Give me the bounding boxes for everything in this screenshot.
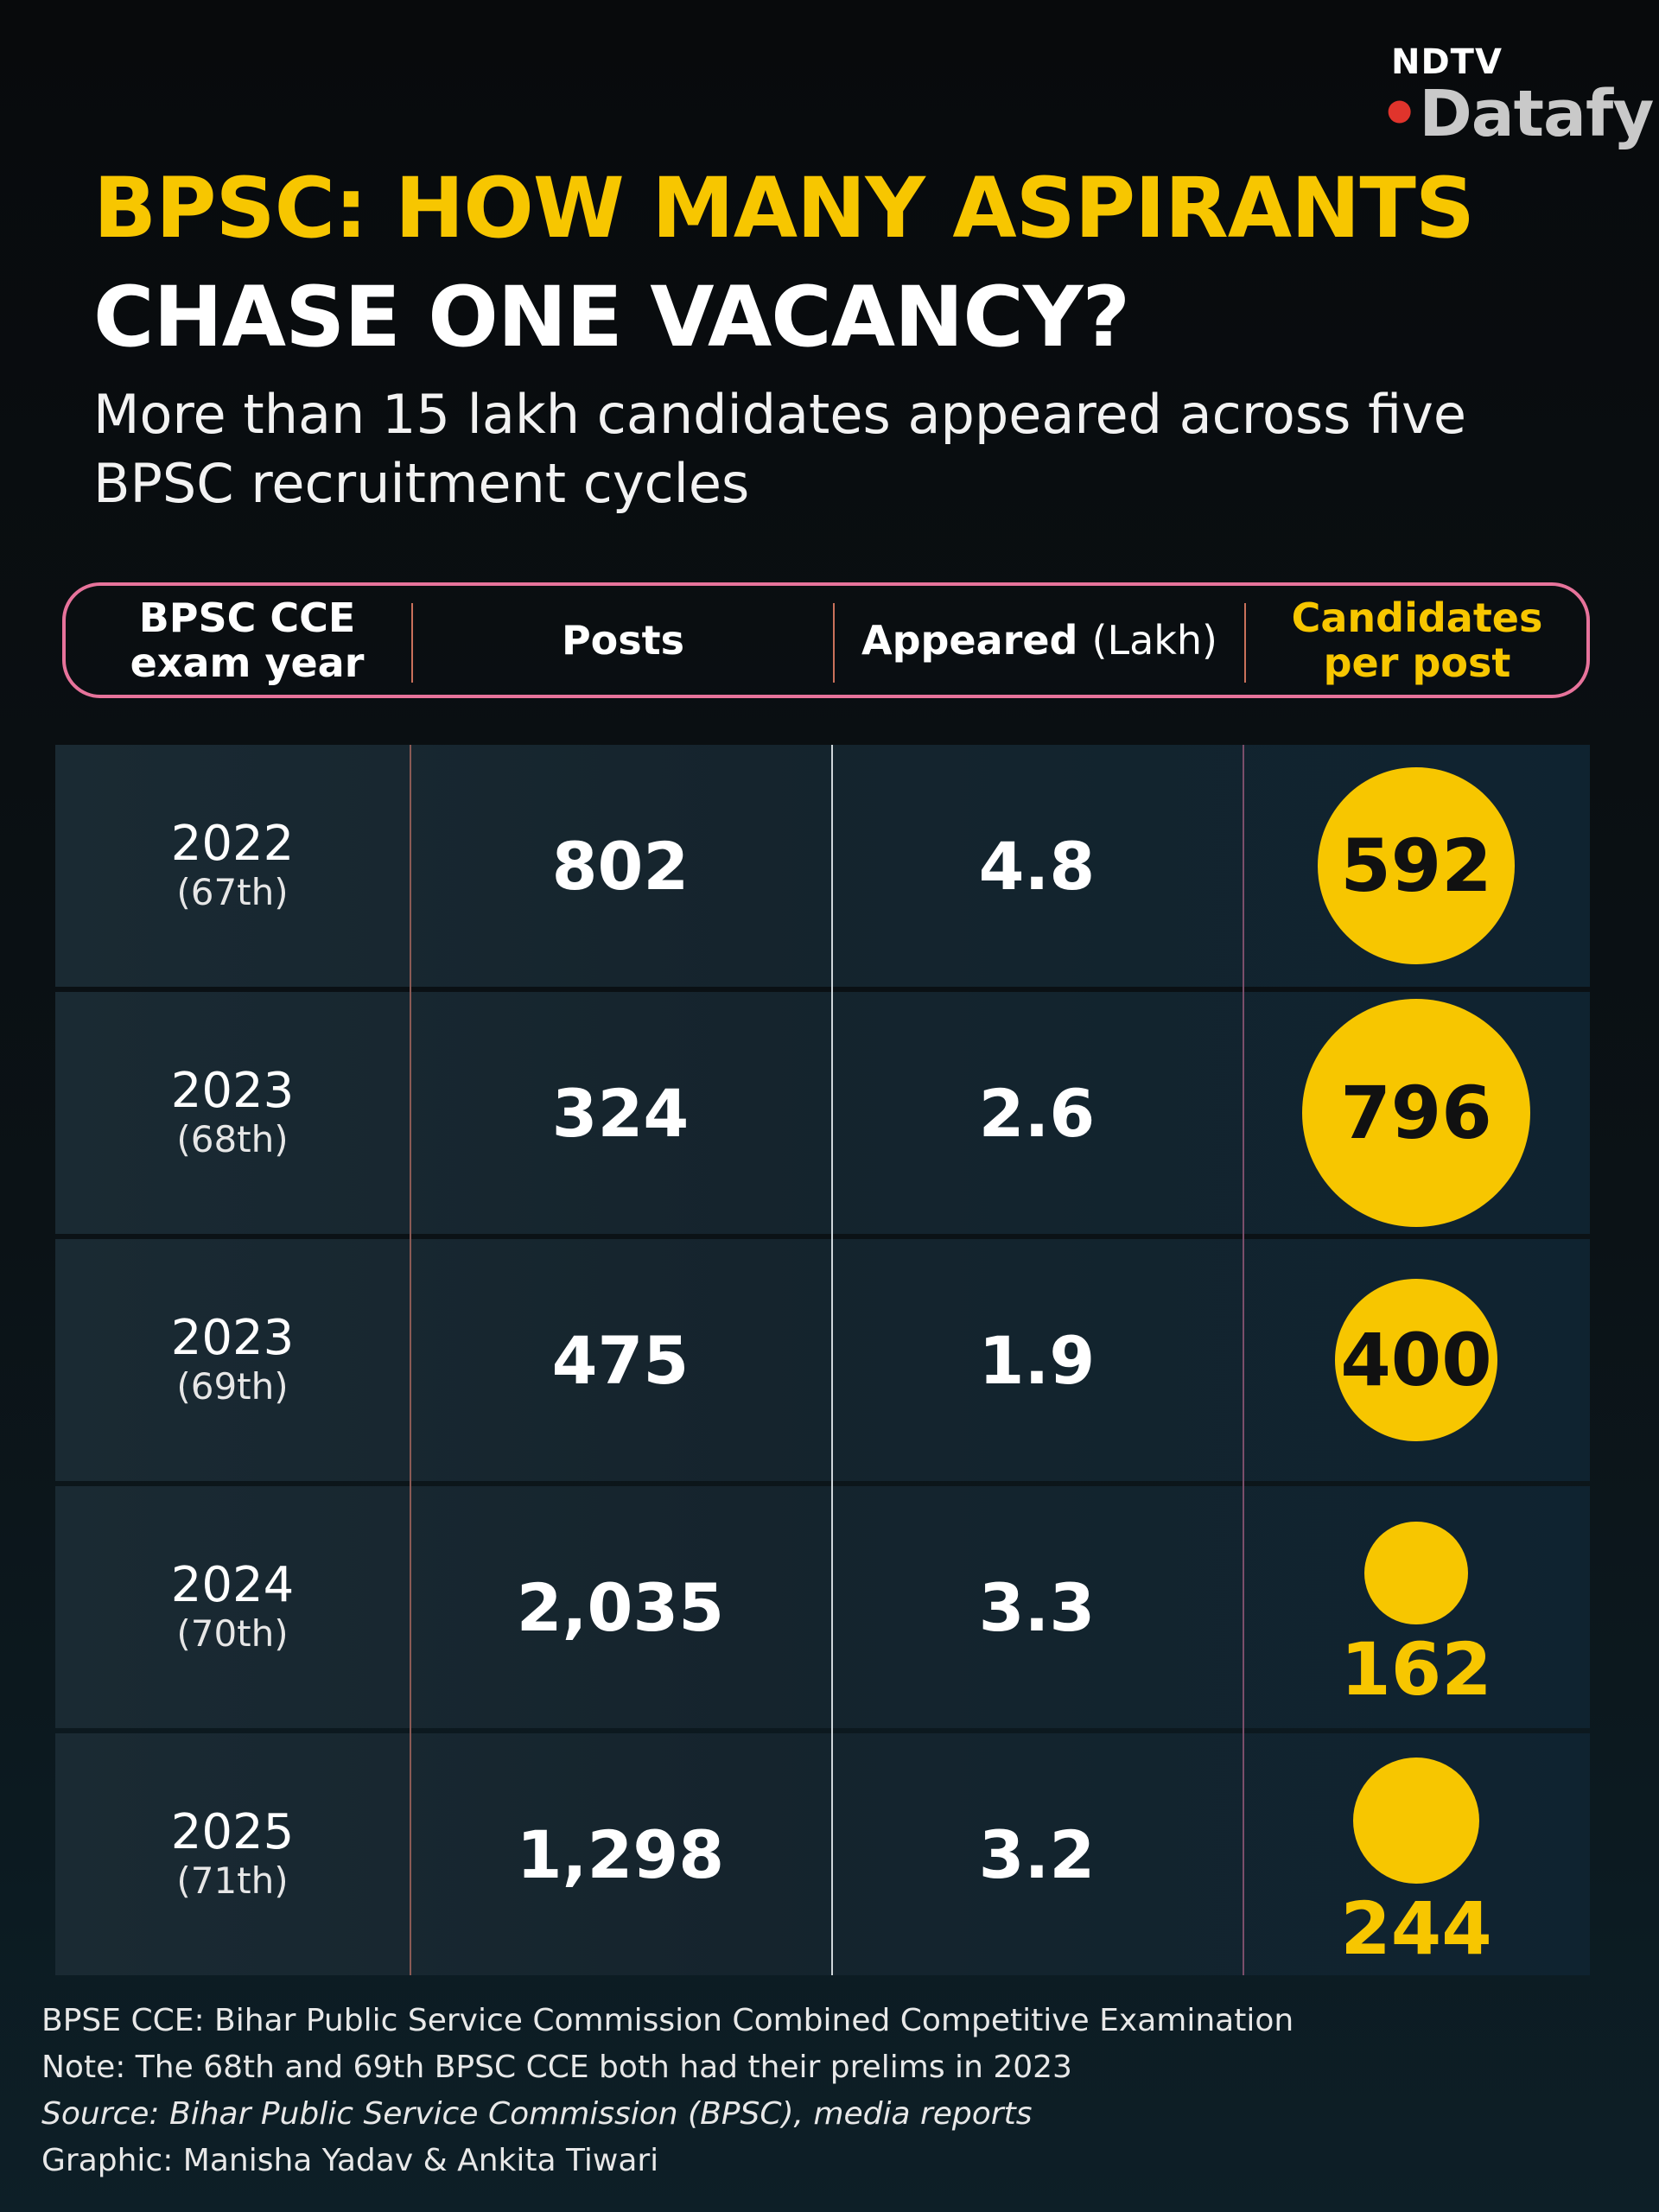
per-post-cell: 244: [1243, 1733, 1590, 1975]
posts-value: 324: [551, 1074, 690, 1152]
posts-value: 475: [551, 1321, 690, 1399]
posts-value: 802: [551, 827, 690, 905]
header-separator: [411, 603, 413, 683]
exam-edition: (68th): [176, 1118, 289, 1160]
table-header: BPSC CCE exam year Posts Appeared (Lakh)…: [62, 582, 1590, 698]
per-post-cell: 162: [1243, 1486, 1590, 1728]
per-post-bubble: [1318, 767, 1515, 964]
header-year: BPSC CCE exam year: [130, 594, 365, 686]
appeared-value: 3.2: [978, 1815, 1096, 1893]
year-cell: 2023 (69th): [55, 1239, 410, 1481]
per-post-value: 244: [1340, 1885, 1492, 1971]
exam-year: 2023: [170, 1063, 295, 1119]
logo-datafy: Datafy: [1419, 77, 1654, 151]
title-line1: BPSC: HOW MANY ASPIRANTS: [93, 160, 1475, 257]
exam-edition: (67th): [176, 871, 289, 913]
logo-line1: NDTV: [1391, 42, 1503, 82]
footer-definition: BPSE CCE: Bihar Public Service Commissio…: [41, 2003, 1294, 2038]
exam-edition: (69th): [176, 1365, 289, 1408]
per-post-bubble: [1352, 1757, 1480, 1884]
per-post-cell: 400: [1243, 1239, 1590, 1481]
per-post-cell: 592: [1243, 745, 1590, 987]
header-posts: Posts: [561, 617, 685, 664]
year-cell: 2024 (70th): [55, 1486, 410, 1728]
header-separator: [833, 603, 835, 683]
exam-year: 2022: [170, 816, 295, 872]
column-separator: [831, 745, 833, 1975]
header-appeared-bold: Appeared: [861, 617, 1078, 664]
column-separator: [1243, 745, 1244, 1975]
column-separator: [410, 745, 411, 1975]
header-appeared: Appeared (Lakh): [835, 586, 1244, 695]
appeared-value: 4.8: [978, 827, 1096, 905]
appeared-value: 1.9: [978, 1321, 1096, 1399]
footer-credit: Graphic: Manisha Yadav & Ankita Tiwari: [41, 2143, 659, 2178]
table-row: 2022 (67th) 802 4.8 592: [55, 745, 1590, 987]
posts-value: 1,298: [516, 1815, 725, 1893]
exam-year: 2024: [170, 1557, 295, 1613]
logo-line2: •Datafy: [1379, 81, 1654, 147]
year-cell: 2025 (71th): [55, 1733, 410, 1975]
footer-source: Source: Bihar Public Service Commission …: [41, 2096, 1033, 2132]
exam-edition: (70th): [176, 1612, 289, 1655]
per-post-cell: 796: [1243, 992, 1590, 1234]
ndtv-datafy-logo: NDTV •Datafy: [1379, 42, 1654, 147]
per-post-bubble: [1364, 1522, 1468, 1625]
exam-year: 2023: [170, 1310, 295, 1366]
header-per-post: Candidates per post: [1291, 594, 1543, 686]
logo-dot: •: [1379, 77, 1420, 151]
appeared-value: 3.3: [978, 1568, 1096, 1646]
subtitle: More than 15 lakh candidates appeared ac…: [93, 383, 1467, 515]
table-row: 2024 (70th) 2,035 3.3 162: [55, 1486, 1590, 1728]
exam-edition: (71th): [176, 1859, 289, 1902]
footer-note: Note: The 68th and 69th BPSC CCE both ha…: [41, 2050, 1072, 2085]
appeared-value: 2.6: [978, 1074, 1096, 1152]
per-post-value: 592: [1340, 823, 1492, 908]
footer: BPSE CCE: Bihar Public Service Commissio…: [41, 1998, 1294, 2184]
per-post-bubble: [1335, 1279, 1497, 1441]
table-row: 2025 (71th) 1,298 3.2 244: [55, 1733, 1590, 1975]
year-cell: 2022 (67th): [55, 745, 410, 987]
page-title: BPSC: HOW MANY ASPIRANTS CHASE ONE VACAN…: [93, 154, 1475, 372]
table-row: 2023 (68th) 324 2.6 796: [55, 992, 1590, 1234]
table-row: 2023 (69th) 475 1.9 400: [55, 1239, 1590, 1481]
header-separator: [1244, 603, 1246, 683]
title-line2: CHASE ONE VACANCY?: [93, 269, 1130, 365]
per-post-value: 400: [1340, 1318, 1492, 1402]
per-post-bubble: [1302, 999, 1530, 1227]
exam-year: 2025: [170, 1804, 295, 1860]
per-post-value: 796: [1340, 1071, 1492, 1155]
per-post-value: 162: [1340, 1627, 1492, 1713]
posts-value: 2,035: [516, 1568, 725, 1646]
data-table: 2022 (67th) 802 4.8 592 2023 (68th) 324 2.6 796 20…: [55, 745, 1590, 1975]
year-cell: 2023 (68th): [55, 992, 410, 1234]
header-appeared-unit: (Lakh): [1091, 617, 1218, 664]
